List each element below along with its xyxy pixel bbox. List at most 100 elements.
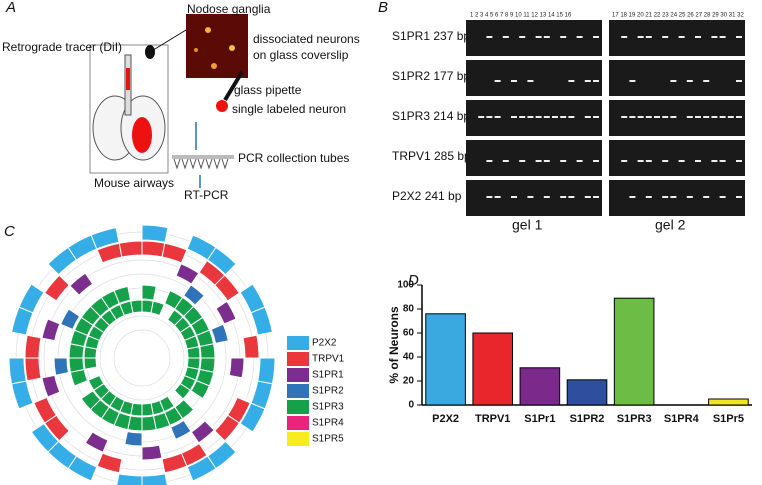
band — [560, 116, 567, 118]
gel-row-label: S1PR2 177 bp — [392, 69, 470, 83]
band — [527, 80, 534, 82]
band — [511, 116, 517, 118]
ring-cell — [83, 357, 98, 370]
gel-row-label: P2X2 241 bp — [392, 189, 462, 203]
band — [645, 116, 652, 118]
ring-cell — [141, 240, 166, 258]
ring-cell — [141, 473, 168, 485]
band — [711, 36, 718, 38]
micrograph — [186, 14, 248, 78]
tube-shapes — [173, 158, 229, 170]
ring-cell — [53, 357, 69, 376]
band — [486, 36, 493, 38]
text: on glass coverslip — [253, 48, 349, 62]
legend: P2X2 TRPV1 S1PR1 S1PR2 S1PR3 S1PR4 S1PR5 — [287, 336, 345, 446]
band — [584, 116, 591, 118]
gel-label: gel 2 — [655, 217, 686, 233]
ring-cell — [90, 227, 120, 250]
ring-cell — [69, 272, 94, 296]
trachea-dii — [126, 68, 130, 90]
band — [560, 36, 567, 38]
ring-cell — [24, 357, 42, 382]
gel-row-label: S1PR1 237 bp — [392, 29, 470, 43]
text: Nodose ganglia — [187, 2, 271, 16]
y-tick-label: 20 — [403, 376, 415, 387]
y-axis-label: % of Neurons — [387, 306, 401, 384]
band — [560, 160, 567, 162]
band — [621, 116, 628, 118]
legend-swatch — [287, 352, 309, 366]
gel — [466, 60, 602, 96]
band — [719, 196, 726, 198]
band — [494, 196, 501, 198]
band — [593, 116, 599, 118]
ring-cell — [141, 224, 169, 243]
ring-cell — [215, 300, 237, 325]
gel — [609, 140, 745, 176]
band — [593, 196, 599, 198]
ring-cell — [124, 431, 143, 447]
band — [703, 116, 710, 118]
ring-cell — [111, 375, 122, 384]
band — [535, 160, 542, 162]
bar — [472, 332, 514, 406]
y-tick-label: 0 — [408, 400, 414, 411]
ring-cell — [161, 242, 188, 264]
band — [670, 116, 677, 118]
band — [654, 116, 660, 118]
ring-cell — [24, 334, 42, 359]
y-tick-label: 100 — [397, 280, 414, 291]
bar — [425, 313, 466, 406]
band — [670, 196, 677, 198]
ring-cell — [8, 357, 27, 385]
band — [576, 36, 583, 38]
gel-row-label: TRPV1 285 bp — [392, 149, 471, 163]
band — [486, 196, 493, 198]
band — [637, 36, 644, 38]
ring-cell — [118, 240, 143, 258]
ring-cell — [190, 420, 215, 444]
ring-cell — [150, 300, 165, 317]
band — [511, 196, 517, 198]
band — [662, 196, 669, 198]
text: Retrograde tracer (DiI) — [2, 40, 122, 54]
band — [736, 36, 742, 38]
band — [637, 116, 644, 118]
gel — [609, 60, 745, 96]
ring-cell — [30, 422, 60, 453]
ring-cell — [173, 382, 191, 400]
band — [543, 196, 550, 198]
legend-label: TRPV1 — [312, 354, 345, 365]
x-tick-label: S1Pr5 — [713, 413, 744, 425]
ring-cell — [130, 299, 143, 314]
band — [568, 116, 575, 118]
band — [552, 116, 558, 118]
band — [736, 196, 742, 198]
ring-cell — [190, 379, 211, 400]
band — [645, 36, 652, 38]
text: dissociated neurons — [253, 32, 360, 46]
x-tick-label: S1PR4 — [664, 413, 700, 425]
band — [662, 160, 669, 162]
pipette — [223, 70, 244, 102]
band — [519, 160, 526, 162]
band — [686, 196, 693, 198]
y-tick-label: 80 — [403, 304, 415, 315]
band — [695, 116, 701, 118]
band — [486, 116, 493, 118]
gel-label: gel 1 — [512, 217, 543, 233]
x-tick-label: P2X2 — [432, 413, 459, 425]
ring-cell — [242, 334, 260, 359]
ring-cell — [175, 263, 200, 285]
band — [511, 80, 517, 82]
legend-swatch — [287, 368, 309, 382]
band — [543, 36, 550, 38]
band — [560, 196, 567, 198]
ring-cell — [11, 380, 34, 410]
panel-label: A — [5, 0, 16, 16]
ring-cell — [183, 284, 205, 306]
band — [568, 196, 575, 198]
band — [686, 80, 693, 82]
band — [593, 160, 599, 162]
ring-cell — [214, 274, 240, 302]
